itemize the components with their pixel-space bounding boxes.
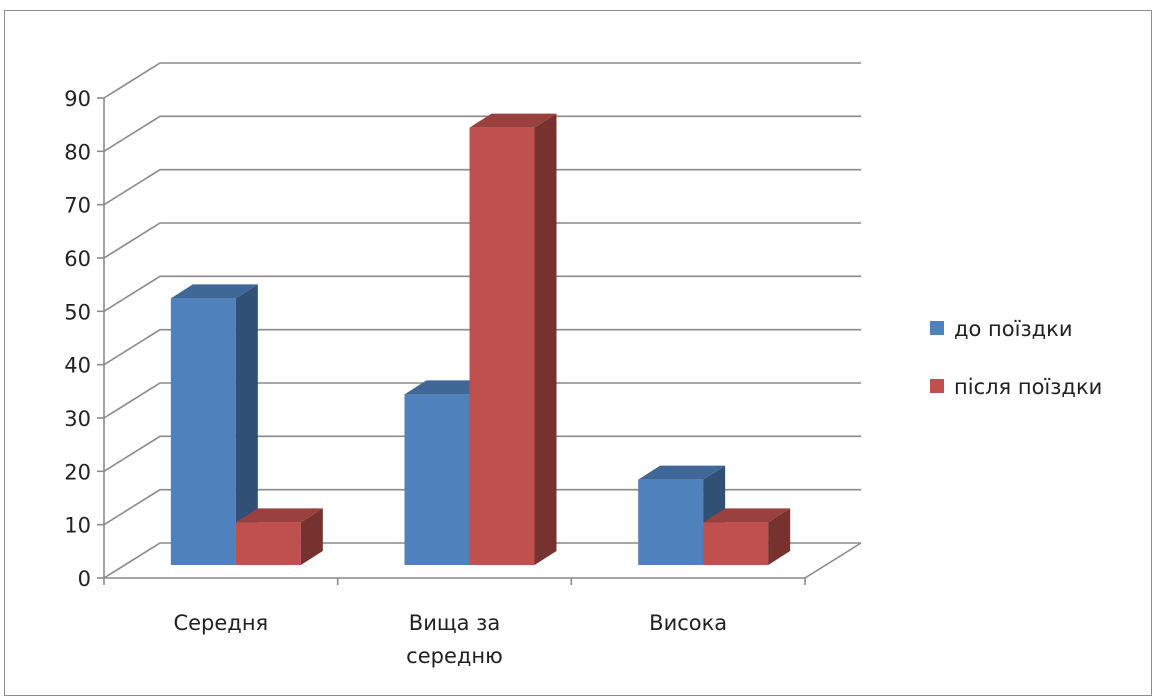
bar-після-поїздки-1 xyxy=(469,113,557,566)
bar-front xyxy=(170,298,236,565)
gridline-6 xyxy=(103,222,861,259)
y-tick-label-2: 20 xyxy=(64,460,91,484)
bar-top xyxy=(170,284,258,299)
x-tick-labels: Середня Вища за середню Висока xyxy=(173,611,727,668)
bar-top xyxy=(638,465,726,480)
y-tick-label-3: 30 xyxy=(64,407,91,431)
gridline-9 xyxy=(103,62,861,99)
y-tick-label-9: 90 xyxy=(64,87,91,111)
y-tick-label-1: 10 xyxy=(64,514,91,538)
bar-front xyxy=(703,522,769,565)
bar-після-поїздки-0 xyxy=(235,508,323,565)
bar-top xyxy=(235,508,323,523)
bar-front xyxy=(638,479,704,565)
gridline-7 xyxy=(103,168,861,206)
gridline-8 xyxy=(103,115,861,153)
bar-front xyxy=(469,127,535,566)
y-tick-labels: 0 10 20 30 40 50 60 70 80 90 xyxy=(64,87,91,591)
y-tick-label-4: 40 xyxy=(64,354,91,378)
bar-до-поїздки-0 xyxy=(170,284,258,565)
bar-top xyxy=(703,508,791,523)
gridline-1 xyxy=(103,488,861,526)
legend-label-1: після поїздки xyxy=(954,375,1102,399)
chart-frame xyxy=(4,10,1152,696)
legend-swatch-1 xyxy=(930,379,944,393)
x-tick-label-1: Вища за середню xyxy=(406,611,503,668)
y-tick-label-7: 70 xyxy=(64,194,91,218)
bar-side xyxy=(235,284,258,565)
floor-line-0 xyxy=(103,542,861,579)
y-tick-label-5: 50 xyxy=(64,300,91,324)
gridline-2 xyxy=(103,435,861,473)
x-tick-label-2: Висока xyxy=(649,611,727,635)
y-tick-label-0: 0 xyxy=(78,567,91,591)
y-tick-label-6: 60 xyxy=(64,247,91,271)
bar-side xyxy=(300,508,323,565)
axes xyxy=(97,97,862,585)
gridlines xyxy=(103,62,861,579)
bar-front xyxy=(235,522,301,565)
bar-після-поїздки-2 xyxy=(703,508,791,565)
bar-top xyxy=(469,113,557,128)
gridline-5 xyxy=(103,275,861,313)
legend-swatch-0 xyxy=(930,321,944,335)
legend: до поїздки після поїздки xyxy=(930,317,1102,399)
legend-label-0: до поїздки xyxy=(954,317,1072,341)
gridline-3 xyxy=(103,382,861,419)
bar-side xyxy=(534,113,557,566)
x-tick-label-0: Середня xyxy=(173,611,268,635)
floor-right-edge xyxy=(804,542,862,579)
bar-front xyxy=(404,394,470,565)
gridline-4 xyxy=(103,328,861,366)
bar-side xyxy=(768,508,791,565)
bars xyxy=(170,113,791,566)
y-tick-label-8: 80 xyxy=(64,140,91,164)
